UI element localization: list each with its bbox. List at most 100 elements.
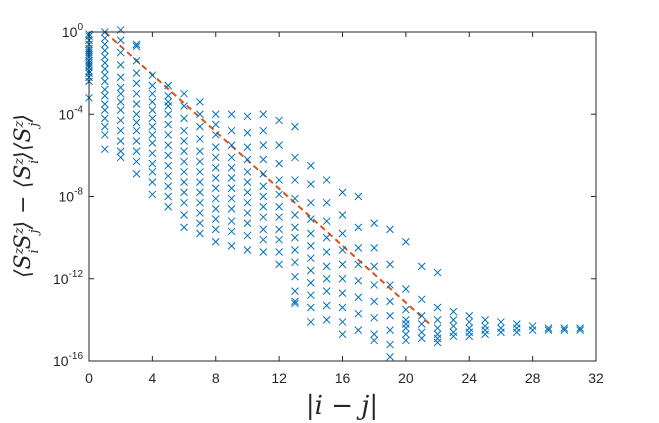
- scatter-point: [275, 213, 283, 221]
- scatter-point: [338, 229, 347, 238]
- scatter-point: [417, 295, 426, 304]
- scatter-point: [227, 204, 236, 213]
- scatter-point: [196, 167, 204, 176]
- scatter-point: [417, 320, 426, 328]
- axes-layer: 0 4 8 12 16 20 24 28 32 100 10-4 10-8 10-12 10-16: [53, 22, 604, 386]
- scatter-point: [449, 316, 458, 324]
- scatter-point: [180, 147, 188, 156]
- y-title-z2: z: [12, 227, 27, 235]
- scatter-point: [275, 260, 283, 269]
- scatter-point: [275, 116, 283, 125]
- scatter-point: [386, 225, 394, 234]
- scatter-point: [180, 102, 188, 110]
- scatter-point: [291, 211, 299, 219]
- scatter-point: [354, 309, 363, 318]
- scatter-point: [291, 122, 299, 131]
- scatter-point: [306, 303, 315, 312]
- scatter-point: [148, 190, 157, 199]
- scatter-point: [275, 202, 283, 211]
- y-tick-label: 10-16: [53, 351, 83, 369]
- scatter-point: [259, 110, 268, 119]
- scatter-point: [338, 274, 347, 283]
- y-tick-label: 100: [62, 22, 84, 40]
- scatter-point: [306, 279, 315, 287]
- scatter-point: [164, 172, 173, 180]
- scatter-point: [196, 188, 204, 197]
- scatter-point: [227, 126, 236, 135]
- scatter-point: [576, 324, 585, 332]
- scatter-point: [243, 128, 252, 137]
- scatter-point: [402, 285, 410, 293]
- scatter-point: [100, 145, 109, 154]
- scatter-point: [196, 98, 204, 106]
- scatter-point: [465, 318, 474, 326]
- scatter-point: [211, 143, 220, 152]
- scatter-point: [306, 198, 315, 207]
- scatter-point: [132, 118, 141, 127]
- scatter-point: [164, 130, 173, 139]
- y-axis-title: ⟨SziSzj⟩ − ⟨Szi⟩⟨Szj⟩: [11, 114, 42, 278]
- fit-line-layer: [104, 31, 431, 325]
- y-title-close-minus: ⟩ − ⟨S: [11, 165, 36, 231]
- scatter-point: [354, 192, 363, 201]
- scatter-point: [116, 116, 125, 125]
- scatter-point: [338, 211, 347, 219]
- y-title-mid-bracket: ⟩⟨S: [11, 127, 36, 160]
- scatter-point: [370, 244, 379, 252]
- scatter-point: [100, 34, 109, 43]
- scatter-point: [560, 324, 569, 332]
- scatter-point: [306, 229, 315, 238]
- scatter-point: [306, 254, 315, 263]
- y-tick-label: 10-4: [59, 104, 84, 122]
- scatter-point: [132, 89, 141, 98]
- y-title-i2: i: [27, 160, 42, 164]
- scatter-point: [243, 143, 252, 152]
- scatter-point: [417, 262, 426, 271]
- scatter-point: [243, 209, 252, 217]
- x-tick-label: 0: [85, 370, 93, 386]
- scatter-point: [227, 153, 236, 162]
- scatter-point: [148, 178, 157, 186]
- scatter-point: [211, 237, 220, 246]
- scatter-point: [306, 241, 315, 250]
- scatter-point: [132, 69, 141, 77]
- scatter-point: [132, 42, 141, 51]
- scatter-point: [164, 151, 173, 160]
- scatter-point: [465, 311, 474, 320]
- scatter-point: [132, 79, 141, 88]
- scatter-point: [196, 178, 204, 186]
- scatter-point: [402, 237, 410, 246]
- scatter-point: [338, 318, 347, 326]
- scatter-point: [116, 36, 125, 45]
- scatter-point: [275, 141, 283, 149]
- scatter-point: [275, 190, 283, 199]
- scatter-point: [306, 266, 315, 275]
- scatter-point: [544, 326, 553, 335]
- x-tick-label: 16: [335, 370, 351, 386]
- scatter-point: [402, 320, 410, 328]
- scatter-point: [211, 153, 220, 162]
- scatter-point: [370, 219, 379, 228]
- scatter-point: [322, 176, 331, 184]
- scatter-point: [180, 126, 188, 135]
- scatter-point: [211, 130, 220, 139]
- scatter-point: [148, 106, 157, 114]
- scatter-point: [275, 159, 283, 168]
- scatter-point: [243, 188, 252, 197]
- scatter-point: [576, 326, 585, 335]
- scatter-point: [275, 225, 283, 234]
- scatter-point: [386, 353, 394, 361]
- scatter-point: [417, 328, 426, 337]
- scatter-point: [291, 153, 299, 162]
- scatter-point: [116, 98, 125, 106]
- scatter-point: [322, 274, 331, 283]
- scatter-point: [132, 40, 141, 49]
- scatter-point: [370, 281, 379, 289]
- svg-text:⟨SziSzj⟩ − ⟨Szi⟩⟨Szj⟩: ⟨SziSzj⟩ − ⟨Szi⟩⟨Szj⟩: [11, 114, 42, 278]
- y-title-j2: j: [27, 123, 42, 130]
- scatter-point: [322, 287, 331, 295]
- scatter-point: [481, 330, 489, 339]
- scatter-point: [100, 58, 109, 67]
- scatter-point: [338, 246, 347, 254]
- x-tick-label: 8: [212, 370, 220, 386]
